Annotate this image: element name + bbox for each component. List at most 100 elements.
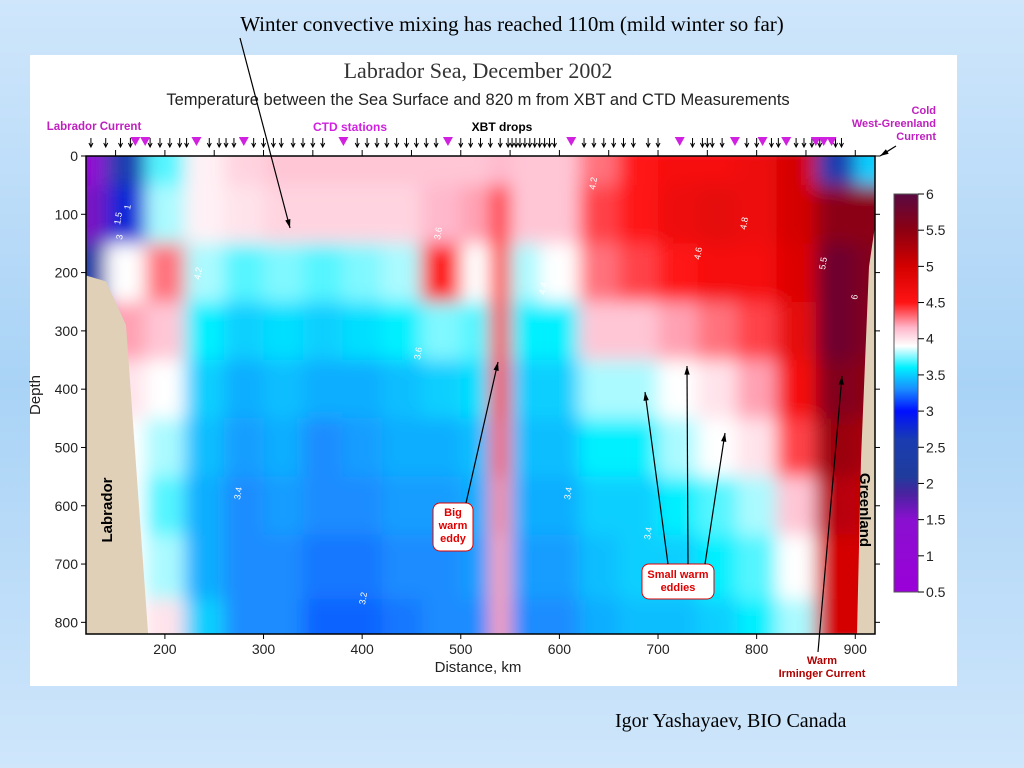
- heatmap-cell: [539, 243, 581, 303]
- heatmap-cell: [618, 599, 660, 634]
- xbt-drop-marker: [103, 138, 109, 149]
- contour-label: 4.8: [738, 216, 750, 230]
- heatmap-cell: [776, 185, 817, 245]
- contour-label: 4.2: [587, 176, 599, 190]
- heatmap-cell: [579, 156, 620, 187]
- xbt-drop-marker: [801, 138, 807, 149]
- heatmap-cell: [460, 599, 492, 634]
- xbt-drop-marker: [468, 138, 474, 149]
- heatmap-cell: [302, 476, 344, 536]
- heatmap-cell: [302, 185, 344, 245]
- heatmap-cell: [490, 156, 512, 187]
- ctd-station-marker: [810, 137, 821, 146]
- y-tick-label: 200: [55, 265, 79, 281]
- ctd-station-marker: [130, 137, 141, 146]
- heatmap-cell: [776, 476, 817, 536]
- labrador-land: [86, 275, 149, 634]
- heatmap-cell: [579, 185, 620, 245]
- x-tick-label: 500: [449, 641, 473, 657]
- xbt-drop-marker: [177, 138, 183, 149]
- heatmap-cell: [381, 360, 423, 420]
- heatmap-cell: [815, 185, 857, 245]
- heatmap-cell: [697, 476, 738, 536]
- small-eddy-arrow-1: [644, 391, 669, 565]
- heatmap-cell: [302, 418, 344, 478]
- colorbar-tick-label: 2: [926, 475, 934, 491]
- plot-frame: [85, 155, 876, 635]
- heatmap-cell: [460, 243, 492, 303]
- heatmap-cell: [342, 418, 383, 478]
- xbt-drop-marker: [497, 138, 503, 149]
- xbt-drop-marker: [487, 138, 493, 149]
- heatmap-cell: [510, 156, 541, 187]
- contour-label: 3.4: [642, 526, 654, 540]
- xbt-drop-marker: [261, 138, 266, 149]
- colorbar-tick-label: 5: [926, 258, 934, 274]
- heatmap-cell: [184, 243, 226, 303]
- heatmap-cell: [184, 360, 226, 420]
- heatmap-cell: [736, 599, 778, 634]
- heatmap-cell: [342, 185, 383, 245]
- heatmap-cell: [421, 301, 462, 362]
- heatmap-cell: [381, 185, 423, 245]
- xbt-drop-marker: [709, 138, 715, 149]
- heatmap-cell: [145, 599, 186, 634]
- heatmap-cell: [184, 185, 226, 245]
- xbt-drop-marker: [394, 138, 400, 149]
- x-tick-label: 700: [646, 641, 670, 657]
- heatmap-cell: [815, 360, 857, 420]
- colorbar: 6 5.5 5 4.5 4 3.5 3 2.5 2 1.5 1 0.5: [893, 186, 946, 600]
- heatmap-cell: [224, 599, 265, 634]
- west-greenland-current-label: Cold West-Greenland Current: [852, 105, 936, 143]
- xbt-drop-marker: [839, 138, 844, 149]
- small-eddy-arrow-2-head: [684, 366, 690, 375]
- heatmap-cell: [105, 243, 147, 303]
- heatmap-cell: [815, 301, 857, 362]
- xbt-drop-marker: [300, 138, 306, 149]
- xbt-drop-marker: [270, 138, 276, 149]
- heatmap-cell: [697, 360, 738, 420]
- xbt-drop-marker: [655, 138, 661, 149]
- heatmap-cell: [145, 301, 186, 362]
- heatmap-cell: [460, 418, 492, 478]
- contour-label: 3.2: [357, 591, 369, 605]
- xbt-drop-marker: [517, 138, 523, 149]
- heatmap-cell: [736, 243, 778, 303]
- heatmap-cell: [342, 156, 383, 187]
- xbt-drop-marker: [621, 138, 626, 149]
- heatmap-cell: [184, 156, 226, 187]
- ctd-station-marker: [140, 137, 151, 146]
- y-tick-label: 700: [55, 556, 79, 572]
- convective-mixing-arrow-head: [285, 219, 291, 228]
- xbt-drop-marker: [630, 138, 636, 149]
- heatmap-cell: [855, 156, 875, 187]
- heatmap-cell: [342, 243, 383, 303]
- heatmap-cell: [342, 476, 383, 536]
- labrador-label: Labrador: [99, 477, 116, 542]
- xbt-drop-marker: [354, 138, 360, 149]
- xbt-drop-marker: [147, 138, 153, 149]
- heatmap-cell: [460, 360, 492, 420]
- heatmap-cell: [263, 360, 304, 420]
- xbt-drop-marker: [231, 138, 237, 149]
- heatmap-cell: [263, 476, 304, 536]
- xbt-drop-marker: [364, 138, 370, 149]
- heatmap-cell: [263, 156, 304, 187]
- heatmap-cell: [510, 243, 541, 303]
- contour-label: 4.4: [537, 281, 549, 295]
- heatmap-cell: [736, 301, 778, 362]
- chart-subtitle: Temperature between the Sea Surface and …: [166, 91, 789, 109]
- ctd-station-marker: [729, 137, 740, 146]
- heatmap-cell: [736, 156, 778, 187]
- irminger-current-arrow-head: [838, 376, 844, 385]
- heatmap-cell: [302, 360, 344, 420]
- contour-label: 5.5: [817, 256, 829, 270]
- heatmap-cell: [145, 243, 186, 303]
- heatmap-cell: [658, 418, 699, 478]
- xbt-drop-marker: [704, 138, 710, 149]
- heatmap-cell: [776, 418, 817, 478]
- y-tick-label: 800: [55, 614, 79, 630]
- heatmap-cell: [460, 301, 492, 362]
- heatmap-cell: [302, 301, 344, 362]
- y-tick-label: 600: [55, 498, 79, 514]
